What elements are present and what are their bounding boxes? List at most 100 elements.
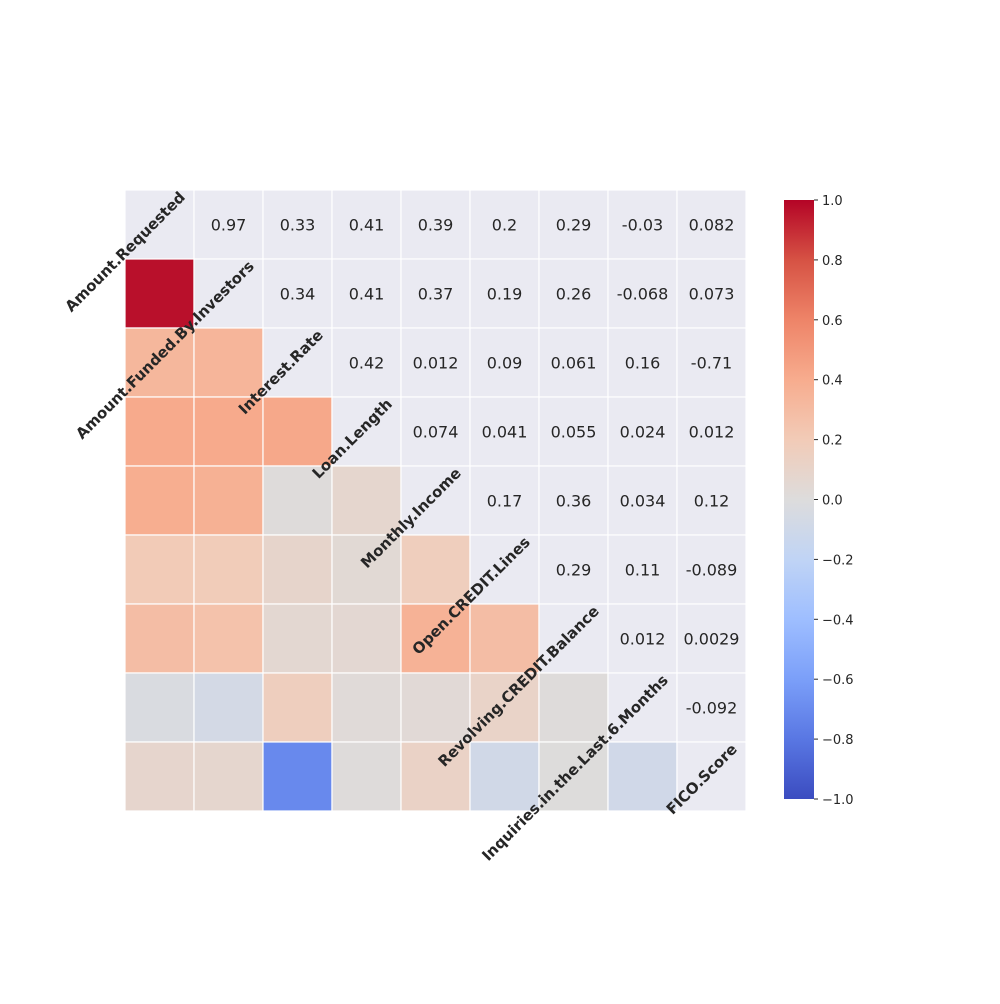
cell-annotation: 0.012 [620, 630, 666, 649]
heatmap-cell-masked [331, 258, 402, 329]
heatmap-cell-masked [331, 327, 402, 398]
heatmap-cell-masked [538, 534, 609, 605]
colorbar-tick-label: 0.0 [822, 494, 843, 509]
heatmap-cell-masked [607, 258, 678, 329]
heatmap-cell-masked [469, 327, 540, 398]
cell-annotation: -0.03 [622, 216, 663, 235]
heatmap-cell [193, 603, 264, 674]
heatmap-cell-masked [676, 465, 747, 536]
heatmap-cell [262, 396, 333, 467]
cell-annotation: 0.034 [620, 492, 666, 511]
heatmap-cell [193, 465, 264, 536]
heatmap-cell [124, 258, 195, 329]
heatmap-cell-masked [538, 327, 609, 398]
cell-annotation: 0.29 [556, 561, 592, 580]
heatmap-cell [124, 534, 195, 605]
cell-annotation: 0.012 [689, 423, 735, 442]
heatmap-cell [607, 741, 678, 812]
heatmap-cell-masked [400, 258, 471, 329]
colorbar-tick-label: −0.6 [822, 673, 854, 688]
cell-annotation: 0.074 [413, 423, 459, 442]
heatmap-cell [124, 741, 195, 812]
cell-annotation: 0.12 [694, 492, 730, 511]
cell-annotation: 0.0029 [684, 630, 740, 649]
heatmap-cell [193, 741, 264, 812]
cell-annotation: 0.26 [556, 285, 592, 304]
heatmap-cell [400, 534, 471, 605]
heatmap-cell-masked [469, 258, 540, 329]
annotations-layer: 0.97 0.33 0.41 0.39 0.2 0.29 -0.03 0.082 0.34 0.4… [211, 216, 740, 718]
colorbar-gradient [784, 200, 814, 799]
cell-annotation: 0.39 [418, 216, 454, 235]
cell-annotation: 0.41 [349, 285, 385, 304]
heatmap-cell-masked [676, 258, 747, 329]
heatmap-cell [193, 534, 264, 605]
heatmap-cell-masked [400, 327, 471, 398]
cell-annotation: 0.055 [551, 423, 597, 442]
cell-annotation: 0.17 [487, 492, 523, 511]
heatmap-cell [538, 741, 609, 812]
heatmap-cell-masked [262, 327, 333, 398]
heatmap-cell [124, 327, 195, 398]
colorbar-tick-label: −0.4 [822, 613, 854, 628]
heatmap-cell [331, 534, 402, 605]
colorbar: 1.0 0.8 0.6 0.4 0.2 0.0 −0.2 −0.4 −0.6 −0.8 −1.0 [784, 194, 854, 808]
heatmap-cell-masked [193, 189, 264, 260]
heatmap-cell-masked [607, 396, 678, 467]
cell-annotation: -0.089 [686, 561, 738, 580]
heatmap-cell [469, 741, 540, 812]
cell-annotation: 0.16 [625, 354, 661, 373]
heatmap-cell-masked [607, 603, 678, 674]
cell-annotation: -0.092 [686, 699, 738, 718]
heatmap-cell-masked [124, 189, 195, 260]
cell-annotation: 0.97 [211, 216, 247, 235]
heatmap-cell-masked [607, 465, 678, 536]
heatmap-cell [331, 603, 402, 674]
cell-annotation: 0.2 [492, 216, 517, 235]
heatmap-cell-masked [676, 672, 747, 743]
heatmap-cell [193, 672, 264, 743]
cells-layer [124, 189, 747, 812]
heatmap-cell [400, 603, 471, 674]
heatmap-cell [331, 672, 402, 743]
cell-annotation: 0.073 [689, 285, 735, 304]
cell-annotation: 0.11 [625, 561, 661, 580]
colorbar-tick-label: 0.2 [822, 434, 843, 449]
heatmap-cell [400, 672, 471, 743]
heatmap-cell-masked [676, 534, 747, 605]
colorbar-tick-label: −1.0 [822, 793, 854, 808]
cell-annotation: 0.061 [551, 354, 597, 373]
heatmap-cell-masked [538, 258, 609, 329]
heatmap-cell [262, 741, 333, 812]
heatmap-cell-masked [676, 603, 747, 674]
cell-annotation: 0.34 [280, 285, 316, 304]
heatmap-cell [262, 465, 333, 536]
heatmap-cell-masked [469, 534, 540, 605]
heatmap-cell [400, 741, 471, 812]
colorbar-tick-label: −0.8 [822, 733, 854, 748]
cell-annotation: 0.024 [620, 423, 666, 442]
cell-annotation: 0.41 [349, 216, 385, 235]
cell-annotation: 0.082 [689, 216, 735, 235]
colorbar-tick-label: 1.0 [822, 194, 843, 209]
heatmap-cell [124, 465, 195, 536]
cell-annotation: 0.041 [482, 423, 528, 442]
colorbar-tick-label: −0.2 [822, 553, 854, 568]
heatmap-cell-masked [607, 327, 678, 398]
cell-annotation: -0.71 [691, 354, 732, 373]
heatmap-cell [262, 603, 333, 674]
cell-annotation: 0.37 [418, 285, 454, 304]
heatmap-cell [469, 603, 540, 674]
heatmap-cell [124, 396, 195, 467]
heatmap-cell-masked [400, 465, 471, 536]
cell-annotation: 0.36 [556, 492, 592, 511]
cell-annotation: 0.012 [413, 354, 459, 373]
cell-annotation: 0.19 [487, 285, 523, 304]
cell-annotation: 0.33 [280, 216, 316, 235]
cell-annotation: -0.068 [617, 285, 669, 304]
cell-annotation: 0.29 [556, 216, 592, 235]
heatmap-cell [193, 396, 264, 467]
cell-annotation: 0.09 [487, 354, 523, 373]
